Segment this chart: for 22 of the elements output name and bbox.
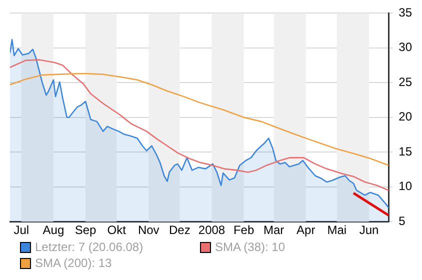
- y-tick-label: 20: [398, 110, 412, 124]
- x-tick-label: Apr: [296, 223, 316, 238]
- x-tick-label: Jul: [14, 223, 30, 238]
- x-tick-label: Okt: [107, 223, 127, 238]
- legend-label: SMA (38): 10: [215, 240, 286, 254]
- y-tick-label: 30: [398, 40, 412, 54]
- legend-label: Letzter: 7 (20.06.08): [35, 240, 144, 254]
- x-tick-label: Aug: [42, 223, 64, 238]
- y-tick-label: 25: [398, 74, 412, 89]
- y-tick-label: 10: [398, 179, 412, 194]
- x-tick-label: Jun: [359, 223, 379, 238]
- x-tick-label: Feb: [233, 223, 254, 238]
- x-tick-label: Mai: [327, 223, 347, 238]
- y-tick-label: 5: [398, 214, 406, 228]
- x-tick-label: 2008: [198, 223, 226, 238]
- y-tick-label: 15: [398, 144, 412, 158]
- x-tick-label: Dez: [168, 223, 190, 238]
- x-tick-label: Mar: [263, 223, 284, 238]
- x-tick-label: Sep: [74, 223, 97, 238]
- legend-label: SMA (200): 13: [35, 256, 112, 270]
- y-tick-label: 35: [398, 6, 412, 20]
- x-tick-label: Nov: [138, 223, 160, 238]
